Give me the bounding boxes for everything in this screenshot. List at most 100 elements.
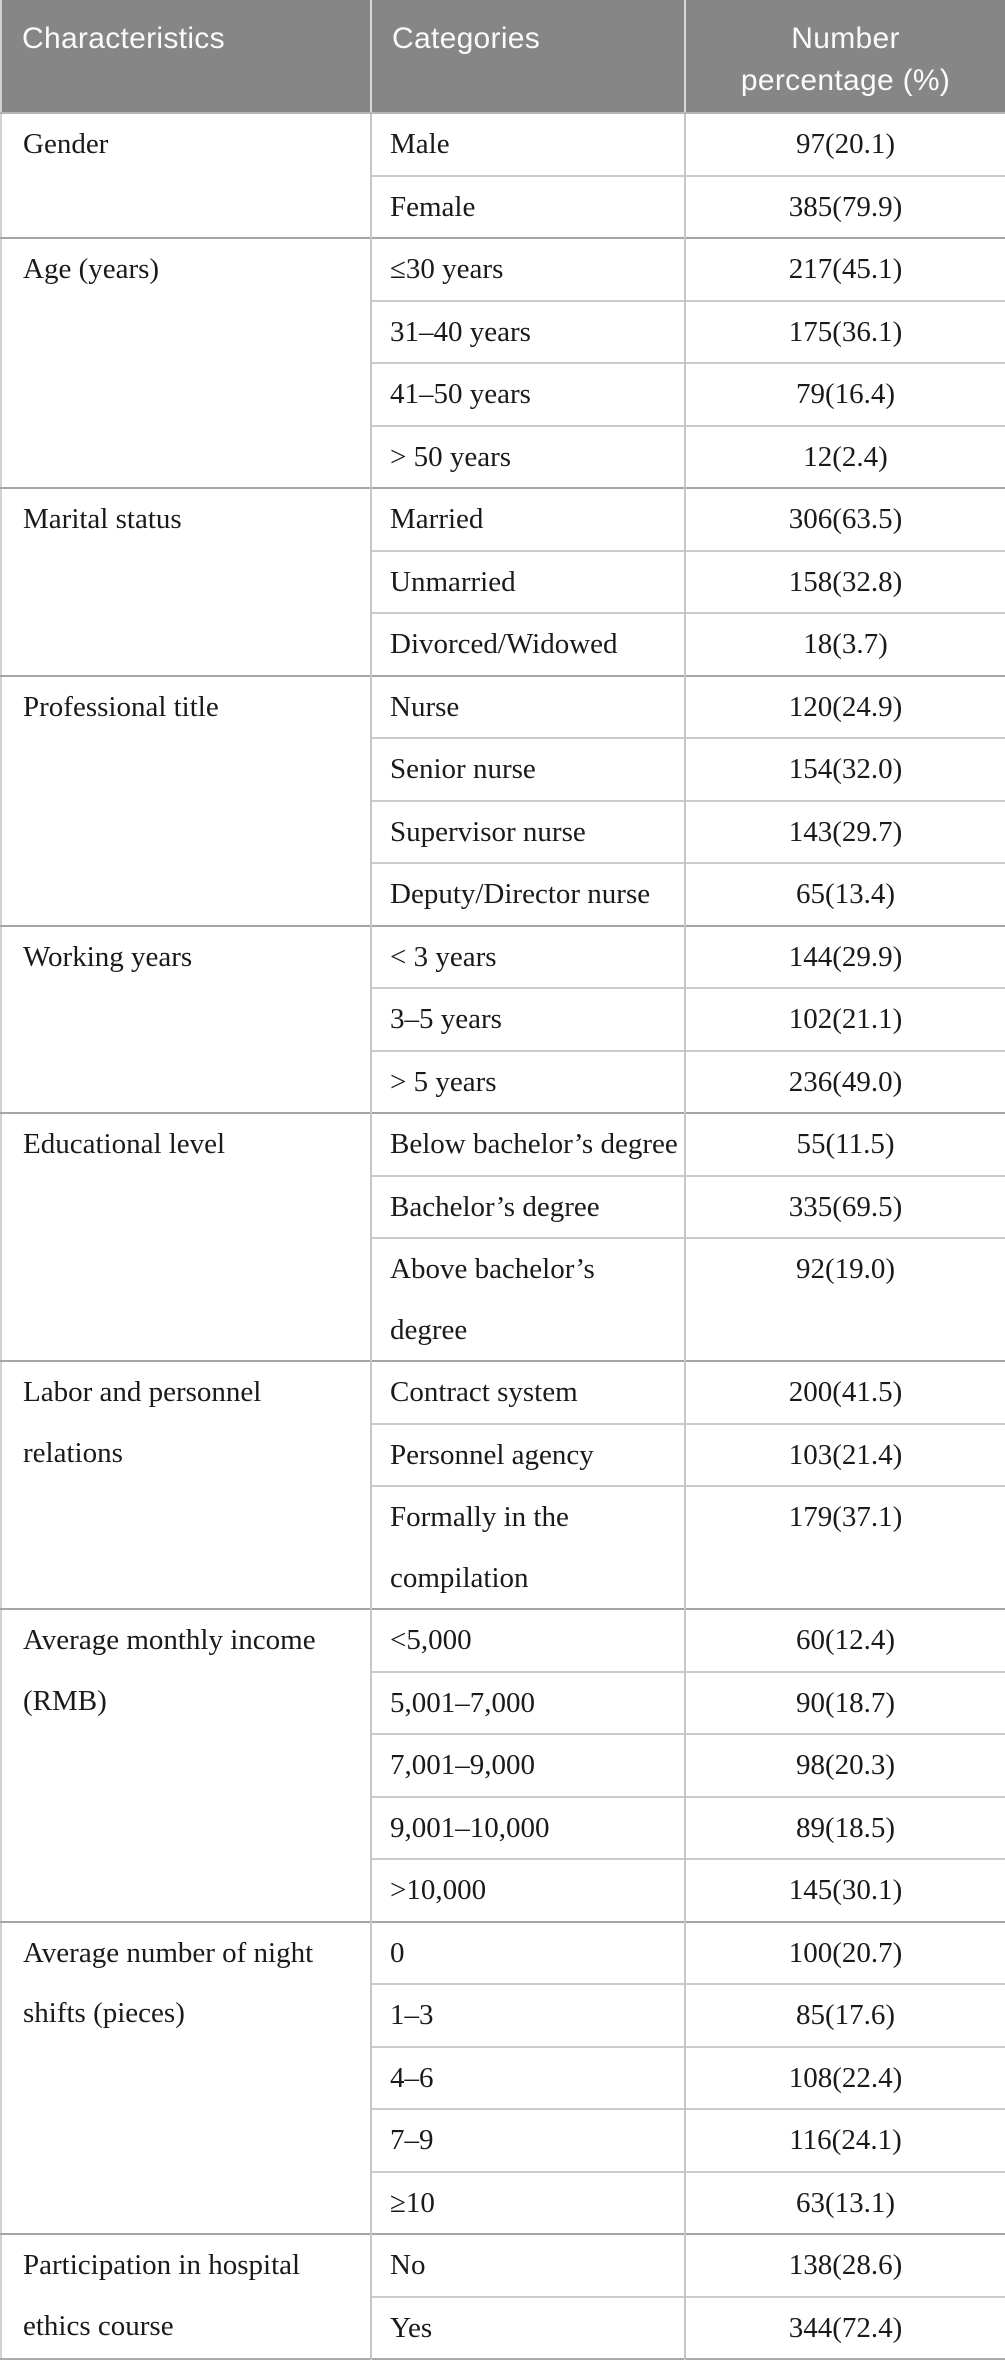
table-row: 31–40 years 175(36.1) [1,299,1005,363]
category-cell: ≥10 [370,2170,685,2234]
characteristic-cell: Educational level [1,1112,371,1361]
table-row: 41–50 years 79(16.4) [1,362,1005,426]
table-row: Bachelor’s degree 335(69.5) [1,1174,1005,1238]
characteristic-cell: Gender [1,112,371,238]
value-cell: 18(3.7) [684,612,1005,676]
category-cell: Bachelor’s degree [370,1174,685,1238]
table-row: Female 385(79.9) [1,174,1005,238]
characteristic-cell: Marital status [1,487,371,676]
category-cell: < 3 years [370,924,685,988]
category-cell: Yes [370,2295,685,2359]
table-row: 1–3 85(17.6) [1,1983,1005,2047]
characteristic-cell: Working years [1,924,371,1113]
table-row: Average number of night shifts (pieces) 0… [1,1920,1005,2234]
header-row: Characteristics Categories Number percen… [1,0,1005,114]
value-cell: 98(20.3) [684,1733,1005,1797]
value-cell: 60(12.4) [684,1608,1005,1672]
table-row: 7–9 116(24.1) [1,2108,1005,2172]
value-cell: 89(18.5) [684,1795,1005,1859]
value-cell: 335(69.5) [684,1174,1005,1238]
table-row: Unmarried 158(32.8) [1,549,1005,613]
value-cell: 138(28.6) [684,2233,1005,2297]
table-row: > 50 years 12(2.4) [1,424,1005,488]
value-cell: 90(18.7) [684,1670,1005,1734]
category-cell: Supervisor nurse [370,799,685,863]
characteristic-cell: Age (years) [1,237,371,488]
table-row: 5,001–7,000 90(18.7) [1,1670,1005,1734]
category-cell: ≤30 years [370,237,685,301]
table-row: Participation in hospital ethics course N… [1,2233,1005,2359]
category-cell: 5,001–7,000 [370,1670,685,1734]
category-cell: Personnel agency [370,1422,685,1486]
table-row: Average monthly income (RMB) <5,000 60(12.… [1,1608,1005,1922]
category-cell: Married [370,487,685,551]
value-cell: 108(22.4) [684,2045,1005,2109]
table-row: >10,000 145(30.1) [1,1858,1005,1922]
table-body: Gender Male 97(20.1) Female 385(79.9) Age (ye… [1,112,1005,2359]
category-cell: No [370,2233,685,2297]
category-cell: >10,000 [370,1858,685,1922]
table-row: Age (years) ≤30 years 217(45.1) [1,237,1005,488]
table-row: 3–5 years 102(21.1) [1,987,1005,1051]
category-cell: 4–6 [370,2045,685,2109]
category-cell: 31–40 years [370,299,685,363]
category-cell: <5,000 [370,1608,685,1672]
category-cell: 41–50 years [370,362,685,426]
category-cell: Divorced/Widowed [370,612,685,676]
table-row: 9,001–10,000 89(18.5) [1,1795,1005,1859]
table-row: Labor and personnel relations Contract sy… [1,1360,1005,1609]
category-cell: Contract system [370,1360,685,1424]
col-header-number-percentage-label: Number percentage (%) [740,22,951,97]
value-cell: 154(32.0) [684,737,1005,801]
table-row: Marital status Married 306(63.5) [1,487,1005,676]
value-cell: 158(32.8) [684,549,1005,613]
table-row: Professional title Nurse 120(24.9) [1,674,1005,926]
table-row: Working years < 3 years 144(29.9) [1,924,1005,1113]
table-row: 4–6 108(22.4) [1,2045,1005,2109]
category-cell: Unmarried [370,549,685,613]
table-header: Characteristics Categories Number percen… [1,0,1005,114]
value-cell: 79(16.4) [684,362,1005,426]
category-cell: 9,001–10,000 [370,1795,685,1859]
category-cell: 7–9 [370,2108,685,2172]
category-cell: > 50 years [370,424,685,488]
category-cell: 1–3 [370,1983,685,2047]
value-cell: 385(79.9) [684,174,1005,238]
table-row: Senior nurse 154(32.0) [1,737,1005,801]
value-cell: 92(19.0) [684,1237,1005,1361]
category-cell: 7,001–9,000 [370,1733,685,1797]
value-cell: 217(45.1) [684,237,1005,301]
value-cell: 100(20.7) [684,1920,1005,1984]
category-cell: Male [370,112,685,176]
category-cell: Above bachelor’s degree [370,1237,685,1361]
value-cell: 65(13.4) [684,862,1005,926]
value-cell: 143(29.7) [684,799,1005,863]
table-row: Formally in the compilation 179(37.1) [1,1485,1005,1609]
characteristic-cell: Average monthly income (RMB) [1,1608,371,1922]
table-row: Above bachelor’s degree 92(19.0) [1,1237,1005,1361]
characteristic-cell: Participation in hospital ethics course [1,2233,371,2359]
col-header-characteristics: Characteristics [1,0,371,114]
table-row: Supervisor nurse 143(29.7) [1,799,1005,863]
category-cell: Below bachelor’s degree [370,1112,685,1176]
table-row: ≥10 63(13.1) [1,2170,1005,2234]
value-cell: 236(49.0) [684,1049,1005,1113]
table-row: Educational level Below bachelor’s degree… [1,1112,1005,1361]
value-cell: 103(21.4) [684,1422,1005,1486]
value-cell: 120(24.9) [684,674,1005,738]
value-cell: 144(29.9) [684,924,1005,988]
value-cell: 306(63.5) [684,487,1005,551]
value-cell: 200(41.5) [684,1360,1005,1424]
value-cell: 12(2.4) [684,424,1005,488]
value-cell: 145(30.1) [684,1858,1005,1922]
value-cell: 102(21.1) [684,987,1005,1051]
characteristic-cell: Labor and personnel relations [1,1360,371,1609]
table-row: Divorced/Widowed 18(3.7) [1,612,1005,676]
value-cell: 97(20.1) [684,112,1005,176]
value-cell: 55(11.5) [684,1112,1005,1176]
table-row: 7,001–9,000 98(20.3) [1,1733,1005,1797]
value-cell: 63(13.1) [684,2170,1005,2234]
category-cell: Nurse [370,674,685,738]
value-cell: 175(36.1) [684,299,1005,363]
